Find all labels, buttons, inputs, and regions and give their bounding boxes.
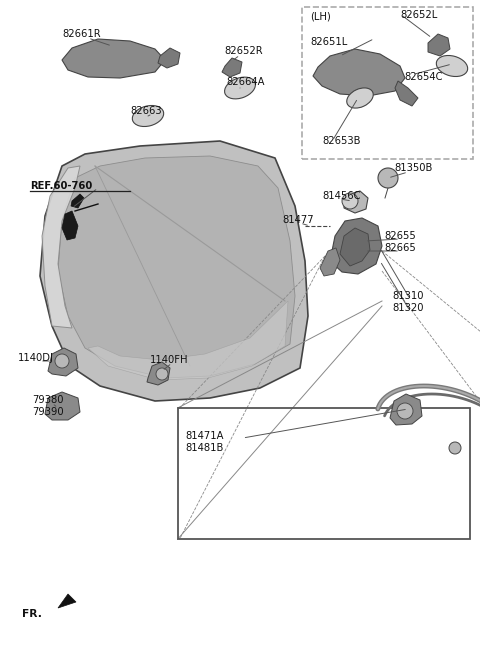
Polygon shape — [428, 34, 450, 56]
Ellipse shape — [449, 442, 461, 454]
Polygon shape — [62, 39, 165, 78]
Text: 1140DJ: 1140DJ — [18, 353, 54, 363]
Text: 81320: 81320 — [392, 303, 423, 313]
Polygon shape — [42, 166, 80, 328]
Text: 81477: 81477 — [282, 215, 313, 225]
Polygon shape — [71, 194, 84, 208]
Text: REF.60-760: REF.60-760 — [30, 181, 92, 191]
Ellipse shape — [156, 368, 168, 380]
Text: 81471A: 81471A — [186, 431, 224, 441]
Polygon shape — [390, 394, 422, 425]
Polygon shape — [48, 348, 78, 376]
Text: 1140FH: 1140FH — [150, 355, 189, 365]
Text: 82664A: 82664A — [226, 77, 264, 87]
Text: 82654C: 82654C — [405, 72, 444, 81]
Ellipse shape — [378, 168, 398, 188]
Polygon shape — [340, 228, 370, 266]
Text: 82661R: 82661R — [62, 29, 101, 39]
Text: 81481B: 81481B — [186, 443, 224, 453]
Polygon shape — [158, 48, 180, 68]
Text: 79380: 79380 — [32, 395, 63, 405]
Ellipse shape — [397, 403, 413, 419]
Polygon shape — [320, 248, 340, 276]
Text: FR.: FR. — [22, 609, 42, 619]
Text: 82653B: 82653B — [323, 136, 361, 146]
Polygon shape — [395, 81, 418, 106]
Ellipse shape — [436, 56, 468, 77]
Polygon shape — [88, 301, 288, 380]
Text: 82652R: 82652R — [224, 46, 263, 56]
Polygon shape — [222, 58, 242, 77]
Text: 81310: 81310 — [392, 291, 423, 301]
Bar — [302, 7, 473, 159]
Polygon shape — [40, 141, 308, 401]
Polygon shape — [147, 362, 170, 385]
Ellipse shape — [132, 106, 164, 127]
Text: 79390: 79390 — [32, 407, 64, 417]
Ellipse shape — [347, 88, 373, 108]
Polygon shape — [58, 594, 76, 608]
Text: 81350B: 81350B — [394, 163, 432, 173]
Ellipse shape — [225, 77, 255, 99]
Text: 82651L: 82651L — [311, 37, 348, 47]
Text: 82665: 82665 — [384, 243, 416, 253]
Bar — [178, 408, 470, 539]
Polygon shape — [313, 49, 405, 96]
Text: 82652L: 82652L — [401, 10, 438, 20]
Polygon shape — [344, 191, 368, 213]
Text: 81456C: 81456C — [322, 191, 360, 201]
Text: (LH): (LH) — [311, 12, 331, 22]
Ellipse shape — [342, 193, 358, 209]
Polygon shape — [62, 211, 78, 240]
Polygon shape — [45, 392, 80, 420]
Ellipse shape — [55, 354, 69, 368]
Text: 82663: 82663 — [130, 106, 162, 116]
Polygon shape — [330, 218, 382, 274]
Text: 82655: 82655 — [384, 231, 416, 241]
Polygon shape — [58, 156, 295, 378]
